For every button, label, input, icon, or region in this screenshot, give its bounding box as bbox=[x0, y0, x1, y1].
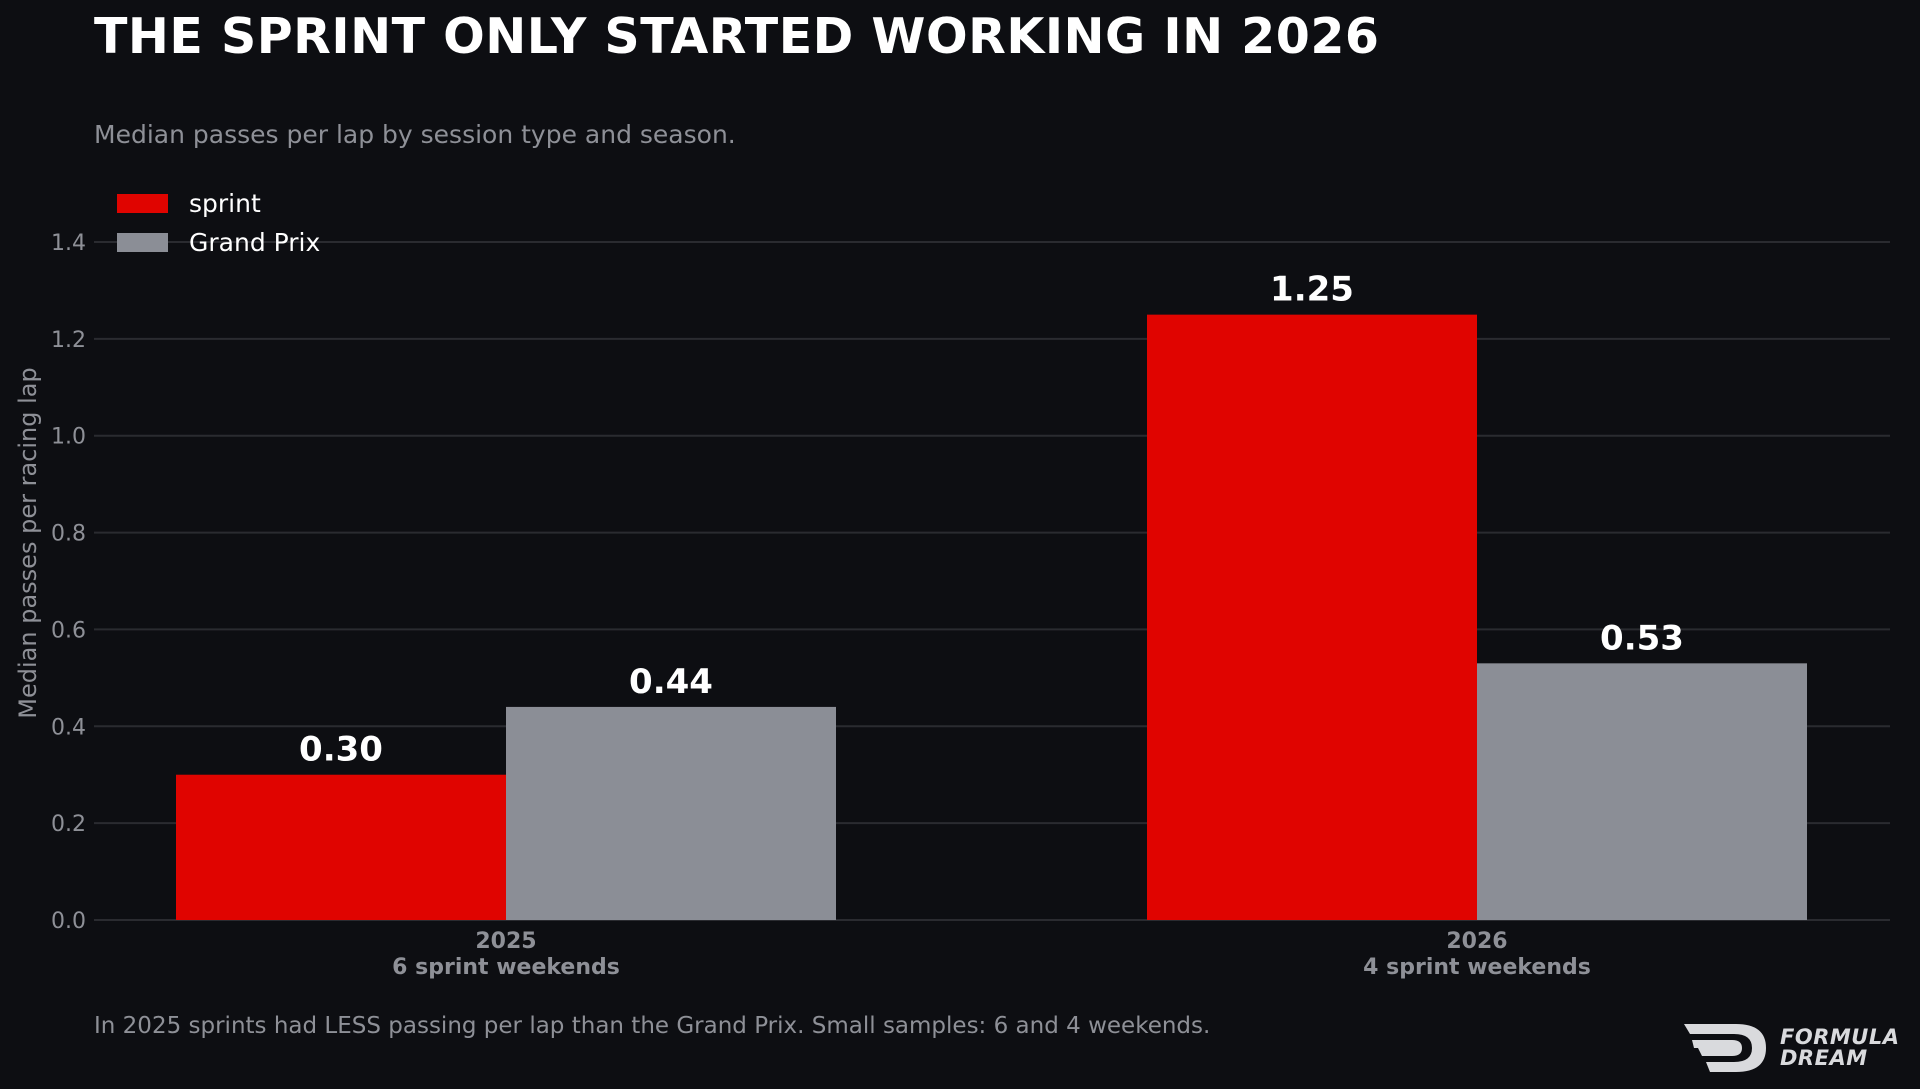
axes: 0.0 0.2 0.4 0.6 0.8 1.0 1.2 1.4 Median passes pe… bbox=[14, 231, 1591, 980]
x-tick-label-detail: 6 sprint weekends bbox=[392, 955, 620, 980]
logo-mark-icon bbox=[1684, 1024, 1766, 1072]
bars bbox=[176, 314, 1807, 921]
y-tick-label: 0.2 bbox=[51, 812, 86, 837]
logo-line-1: FORMULA bbox=[1780, 1025, 1900, 1049]
logo-text: FORMULA DREAM bbox=[1780, 1027, 1899, 1069]
x-tick-label-year: 2025 bbox=[475, 929, 536, 954]
bar-sprint-2026 bbox=[1147, 314, 1477, 921]
y-tick-label: 0.8 bbox=[51, 522, 86, 547]
legend-label: Grand Prix bbox=[189, 228, 320, 257]
y-tick-label: 1.4 bbox=[51, 231, 86, 256]
data-label: 0.30 bbox=[299, 730, 383, 770]
formula-dream-logo: FORMULA DREAM bbox=[1680, 1022, 1910, 1074]
grid-lines bbox=[94, 241, 1890, 921]
bar-grand-prix-2026 bbox=[1477, 663, 1807, 920]
y-tick-label: 0.4 bbox=[51, 715, 86, 740]
x-tick-label-year: 2026 bbox=[1446, 929, 1507, 954]
y-axis-label: Median passes per racing lap bbox=[14, 367, 42, 718]
data-label: 0.53 bbox=[1600, 618, 1684, 658]
legend: sprint Grand Prix bbox=[117, 189, 320, 257]
y-tick-label: 0.6 bbox=[51, 618, 86, 643]
y-tick-label: 1.2 bbox=[51, 328, 86, 353]
legend-label: sprint bbox=[189, 189, 261, 218]
legend-swatch bbox=[117, 233, 168, 252]
legend-swatch bbox=[117, 194, 168, 213]
chart-title: THE SPRINT ONLY STARTED WORKING IN 2026 bbox=[94, 8, 1380, 65]
logo-line-2: DREAM bbox=[1780, 1046, 1868, 1070]
value-labels: 0.30 0.44 1.25 0.53 bbox=[299, 270, 1684, 770]
bar-sprint-2025 bbox=[176, 774, 506, 920]
y-tick-label: 0.0 bbox=[51, 909, 86, 934]
chart-subtitle: Median passes per lap by session type an… bbox=[94, 120, 736, 149]
footnote: In 2025 sprints had LESS passing per lap… bbox=[94, 1013, 1211, 1039]
y-tick-label: 1.0 bbox=[51, 425, 86, 450]
data-label: 0.44 bbox=[629, 662, 713, 702]
bar-grand-prix-2025 bbox=[506, 706, 836, 920]
x-tick-label-detail: 4 sprint weekends bbox=[1363, 955, 1591, 980]
data-label: 1.25 bbox=[1270, 270, 1354, 310]
